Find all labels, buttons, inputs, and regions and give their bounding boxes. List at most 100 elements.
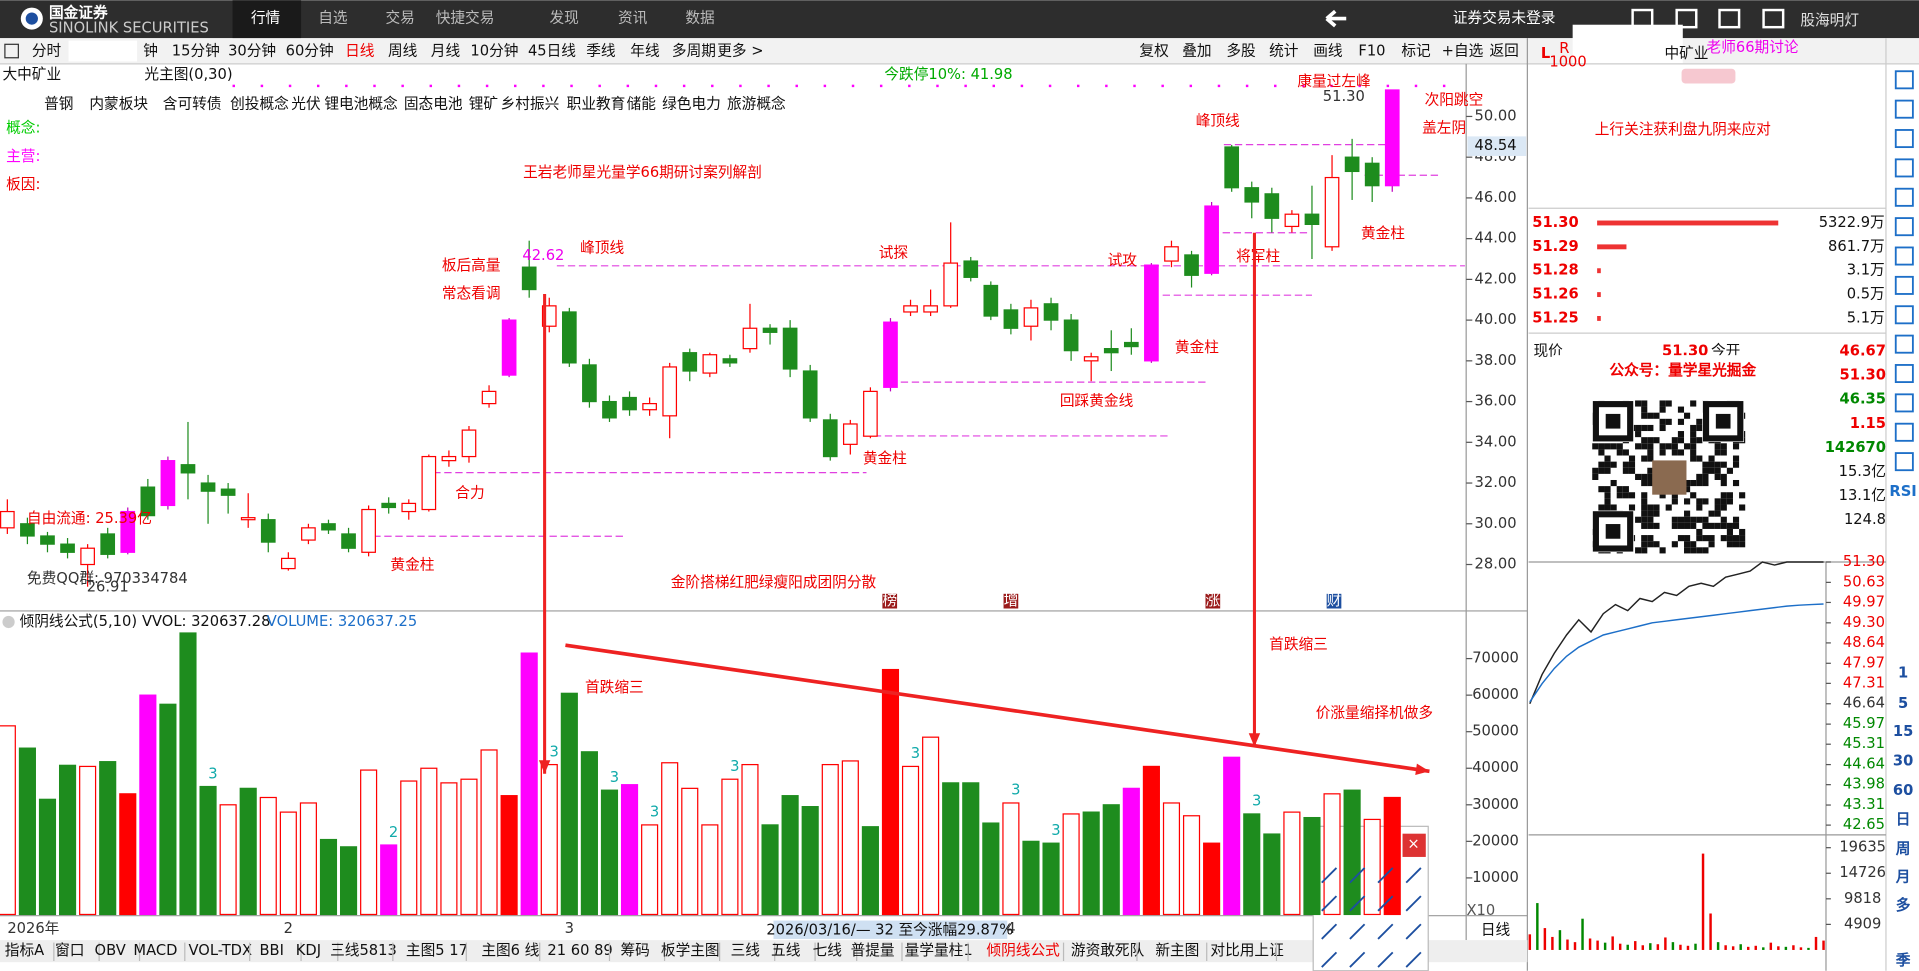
nav-tab[interactable]: 快捷交易 <box>436 9 495 27</box>
tool-icon[interactable] <box>1405 951 1422 968</box>
period[interactable]: 日线 <box>345 43 375 60</box>
bottom-tab[interactable]: 窗口 <box>55 941 84 959</box>
bottom-tab[interactable]: BBI <box>259 942 283 959</box>
period[interactable]: 60分钟 <box>286 43 334 60</box>
side-label[interactable]: RSI <box>1889 483 1916 500</box>
tool[interactable]: F10 <box>1358 43 1385 60</box>
nav-icon[interactable] <box>1631 8 1654 29</box>
bottom-tab[interactable]: 对比用上证 <box>1210 942 1284 959</box>
tool-icon[interactable] <box>1405 895 1422 912</box>
bottom-tab[interactable]: 指标A <box>5 942 44 959</box>
tool-icon[interactable] <box>1405 867 1422 884</box>
tool[interactable]: 叠加 <box>1182 43 1211 60</box>
tool-icon[interactable] <box>1321 867 1338 884</box>
side-icon[interactable] <box>1894 158 1914 178</box>
bottom-tab[interactable]: KDJ <box>296 942 321 959</box>
period[interactable]: 分时 <box>32 43 62 60</box>
bottom-tab[interactable]: 板学主图 <box>661 941 720 959</box>
bottom-tab[interactable]: OBV <box>95 942 126 959</box>
period[interactable]: 15分钟 <box>172 43 220 60</box>
bottom-tab[interactable]: 游资敢死队 <box>1071 942 1145 959</box>
close-button[interactable] <box>1402 833 1426 857</box>
period[interactable]: 钟 <box>143 43 158 60</box>
nav-tab[interactable]: 自选 <box>318 10 348 27</box>
bottom-tab[interactable]: 筹码 <box>621 942 650 959</box>
nav-tab[interactable]: 资讯 <box>618 10 648 27</box>
period[interactable]: 周线 <box>388 43 418 60</box>
side-icon[interactable] <box>1894 187 1914 207</box>
close-icon[interactable]: × <box>1407 836 1419 853</box>
tool[interactable]: +自选 <box>1442 43 1484 60</box>
tool[interactable]: 标记 <box>1401 43 1431 60</box>
bottom-tab[interactable]: 主图5 17 <box>406 942 468 959</box>
tool[interactable]: 统计 <box>1269 43 1299 60</box>
side-label[interactable]: 1 <box>1898 664 1908 681</box>
side-label[interactable]: 30 <box>1893 752 1913 769</box>
tool[interactable]: 多股 <box>1226 43 1256 60</box>
bottom-tab[interactable]: 五线 <box>771 942 801 959</box>
period[interactable]: 季线 <box>586 43 616 60</box>
tool-icon[interactable] <box>1349 867 1366 884</box>
side-label[interactable]: 5 <box>1898 695 1908 712</box>
side-label[interactable]: 日 <box>1896 811 1911 828</box>
side-label[interactable]: 周 <box>1896 841 1911 858</box>
side-icon[interactable] <box>1894 217 1914 237</box>
side-label[interactable]: 15 <box>1893 723 1913 740</box>
bottom-tab[interactable]: 新主图 <box>1155 942 1199 959</box>
nav-icon[interactable] <box>1718 8 1741 29</box>
tool-icon[interactable] <box>1349 923 1366 940</box>
tool-icon[interactable] <box>1377 951 1394 968</box>
bottom-tab[interactable]: 七线 <box>813 942 843 959</box>
bottom-tab[interactable]: 21 60 89 <box>547 942 612 959</box>
tool[interactable]: 返回 <box>1489 43 1518 60</box>
side-icon[interactable] <box>1894 452 1914 472</box>
bottom-tab[interactable]: 倾阴线公式 <box>986 942 1060 959</box>
tool-icon[interactable] <box>1321 951 1338 968</box>
tool-icon[interactable] <box>1377 923 1394 940</box>
bottom-tab[interactable]: 主图6 线 <box>481 942 539 959</box>
tool-icon[interactable] <box>1377 895 1394 912</box>
side-icon[interactable] <box>1894 99 1914 119</box>
period[interactable]: 年线 <box>630 43 660 60</box>
side-label[interactable]: 季 <box>1896 951 1911 969</box>
side-icon[interactable] <box>1894 334 1914 354</box>
nav-icon[interactable] <box>1762 8 1785 29</box>
side-label[interactable]: 多 <box>1896 896 1911 914</box>
tool-icon[interactable] <box>1321 923 1338 940</box>
tool-icon[interactable] <box>1321 895 1338 912</box>
side-icon[interactable] <box>1894 422 1914 442</box>
side-label[interactable]: 60 <box>1893 782 1913 799</box>
tool[interactable]: 复权 <box>1139 42 1169 60</box>
side-icon[interactable] <box>1894 246 1914 266</box>
bottom-tab[interactable]: 普提量 <box>851 942 895 959</box>
period[interactable]: 多周期 <box>672 43 716 60</box>
tool-icon[interactable] <box>1405 923 1422 940</box>
bottom-tab[interactable]: 量学量柱1 <box>905 942 973 959</box>
side-icon[interactable] <box>1894 305 1914 325</box>
tool[interactable]: 画线 <box>1313 43 1343 60</box>
bottom-tab[interactable]: VOL-TDX <box>189 942 253 959</box>
side-icon[interactable] <box>1894 129 1914 149</box>
bottom-tab[interactable]: MACD <box>133 942 177 959</box>
period[interactable]: 月线 <box>431 43 461 60</box>
side-icon[interactable] <box>1894 70 1914 90</box>
side-label[interactable]: 月 <box>1895 869 1911 886</box>
period[interactable]: 45日线 <box>528 43 576 60</box>
tool-icon[interactable] <box>1377 867 1394 884</box>
nav-tab[interactable]: 发现 <box>550 10 580 27</box>
period[interactable]: 10分钟 <box>470 43 518 60</box>
bottom-tab[interactable]: 三线5813 <box>330 942 397 959</box>
nav-tab[interactable]: 数据 <box>685 10 715 27</box>
nav-tab[interactable]: 交易 <box>386 9 415 27</box>
period[interactable]: 30分钟 <box>228 43 276 60</box>
period[interactable]: 更多 > <box>717 43 763 60</box>
tool-icon[interactable] <box>1349 951 1366 968</box>
nav-icon[interactable] <box>1675 8 1698 29</box>
side-icon[interactable] <box>1894 275 1914 295</box>
nav-tab[interactable]: 行情 <box>251 10 281 27</box>
bottom-tab[interactable]: 三线 <box>731 942 761 959</box>
side-icon[interactable] <box>1894 364 1914 384</box>
side-icon[interactable] <box>1894 393 1914 413</box>
dropdown[interactable] <box>1681 68 1736 84</box>
tool-icon[interactable] <box>1349 895 1366 912</box>
